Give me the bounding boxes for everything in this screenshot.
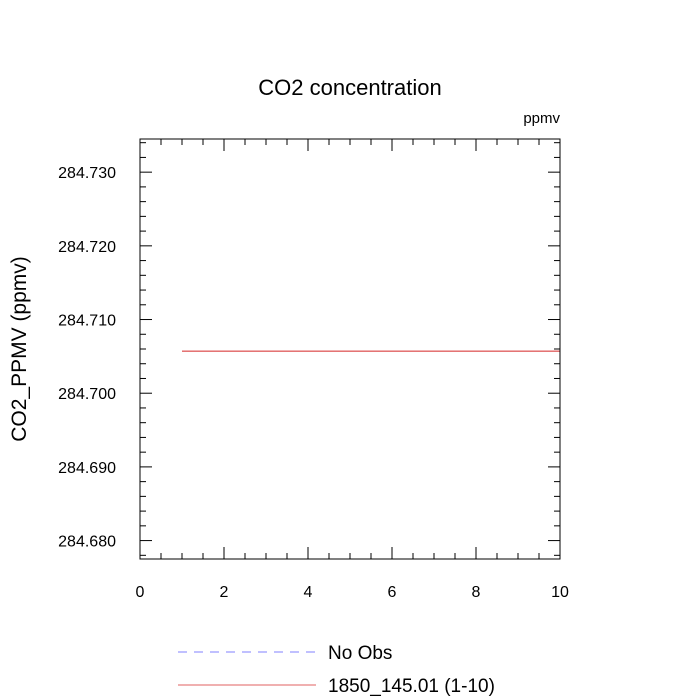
y-tick-label: 284.720 [58, 239, 116, 256]
plot-frame [139, 138, 561, 560]
x-tick-label: 2 [220, 584, 229, 601]
x-tick-label: 8 [472, 584, 481, 601]
legend: No Obs 1850_145.01 (1-10) [178, 643, 495, 697]
x-tick-label: 10 [551, 584, 569, 601]
chart-title: CO2 concentration [258, 75, 441, 100]
legend-label: No Obs [328, 643, 392, 664]
y-tick-label: 284.700 [58, 386, 116, 403]
ticks-layer: 0 2 4 6 8 10 284.680 284.690 284.700 284.710 284.7… [58, 139, 569, 601]
legend-label: 1850_145.01 (1-10) [328, 676, 495, 697]
y-tick-label: 284.680 [58, 534, 116, 551]
y-tick-label: 284.710 [58, 313, 116, 330]
x-tick-label: 4 [304, 584, 313, 601]
units-label: ppmv [523, 110, 560, 127]
y-tick-label: 284.690 [58, 460, 116, 477]
y-tick-label: 284.730 [58, 165, 116, 182]
x-tick-label: 6 [388, 584, 397, 601]
y-axis-label: CO2_PPMV (ppmv) [8, 256, 31, 442]
x-tick-label: 0 [136, 584, 145, 601]
